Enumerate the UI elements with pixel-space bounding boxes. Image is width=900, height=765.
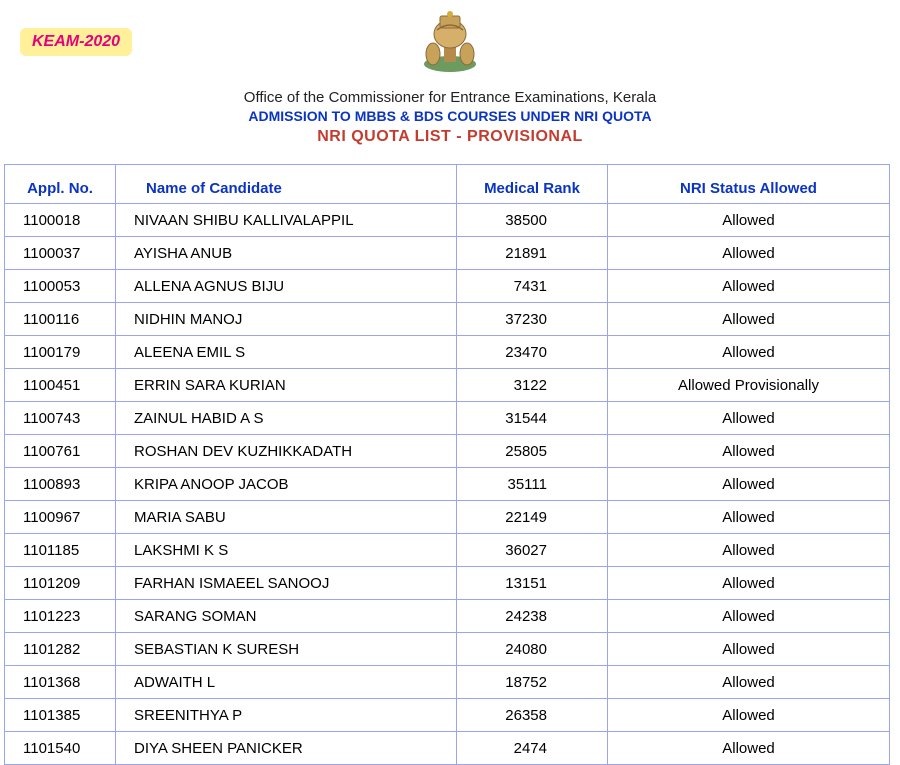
cell-appl: 1101209 xyxy=(5,567,116,600)
cell-appl: 1101282 xyxy=(5,633,116,666)
table-row: 1100761ROSHAN DEV KUZHIKKADATH25805Allow… xyxy=(5,435,890,468)
cell-name: NIVAAN SHIBU KALLIVALAPPIL xyxy=(116,204,457,237)
cell-rank: 7431 xyxy=(457,270,608,303)
table-row: 1100967MARIA SABU22149Allowed xyxy=(5,501,890,534)
cell-appl: 1101368 xyxy=(5,666,116,699)
admission-line: ADMISSION TO MBBS & BDS COURSES UNDER NR… xyxy=(0,108,900,124)
cell-appl: 1100743 xyxy=(5,402,116,435)
kerala-emblem-icon xyxy=(415,10,485,85)
cell-status: Allowed xyxy=(608,699,890,732)
cell-status: Allowed Provisionally xyxy=(608,369,890,402)
cell-name: ZAINUL HABID A S xyxy=(116,402,457,435)
office-line: Office of the Commissioner for Entrance … xyxy=(0,89,900,106)
cell-appl: 1100018 xyxy=(5,204,116,237)
table-row: 1100179ALEENA EMIL S23470Allowed xyxy=(5,336,890,369)
cell-rank: 3122 xyxy=(457,369,608,402)
table-row: 1101540DIYA SHEEN PANICKER2474Allowed xyxy=(5,732,890,765)
keam-badge: KEAM-2020 xyxy=(20,28,132,56)
table-row: 1100743ZAINUL HABID A S31544Allowed xyxy=(5,402,890,435)
cell-name: ALEENA EMIL S xyxy=(116,336,457,369)
table-row: 1101368ADWAITH L18752Allowed xyxy=(5,666,890,699)
cell-status: Allowed xyxy=(608,435,890,468)
cell-name: ERRIN SARA KURIAN xyxy=(116,369,457,402)
cell-rank: 2474 xyxy=(457,732,608,765)
cell-rank: 36027 xyxy=(457,534,608,567)
cell-appl: 1100179 xyxy=(5,336,116,369)
cell-appl: 1100037 xyxy=(5,237,116,270)
cell-name: NIDHIN MANOJ xyxy=(116,303,457,336)
cell-appl: 1101185 xyxy=(5,534,116,567)
table-row: 1100037AYISHA ANUB21891Allowed xyxy=(5,237,890,270)
cell-status: Allowed xyxy=(608,501,890,534)
cell-rank: 22149 xyxy=(457,501,608,534)
cell-rank: 13151 xyxy=(457,567,608,600)
cell-status: Allowed xyxy=(608,732,890,765)
table-row: 1100018NIVAAN SHIBU KALLIVALAPPIL38500Al… xyxy=(5,204,890,237)
cell-rank: 24080 xyxy=(457,633,608,666)
cell-rank: 38500 xyxy=(457,204,608,237)
table-row: 1100053ALLENA AGNUS BIJU7431Allowed xyxy=(5,270,890,303)
cell-rank: 23470 xyxy=(457,336,608,369)
table-row: 1101282SEBASTIAN K SURESH24080Allowed xyxy=(5,633,890,666)
table-row: 1101185LAKSHMI K S36027Allowed xyxy=(5,534,890,567)
cell-status: Allowed xyxy=(608,567,890,600)
col-header-rank: Medical Rank xyxy=(457,165,608,204)
cell-name: ROSHAN DEV KUZHIKKADATH xyxy=(116,435,457,468)
candidates-table: Appl. No. Name of Candidate Medical Rank… xyxy=(4,164,890,765)
cell-appl: 1100893 xyxy=(5,468,116,501)
header-block: Office of the Commissioner for Entrance … xyxy=(0,0,900,146)
cell-appl: 1101223 xyxy=(5,600,116,633)
col-header-status: NRI Status Allowed xyxy=(608,165,890,204)
cell-appl: 1101540 xyxy=(5,732,116,765)
cell-appl: 1100053 xyxy=(5,270,116,303)
cell-status: Allowed xyxy=(608,633,890,666)
cell-status: Allowed xyxy=(608,534,890,567)
cell-status: Allowed xyxy=(608,237,890,270)
cell-status: Allowed xyxy=(608,666,890,699)
cell-name: FARHAN ISMAEEL SANOOJ xyxy=(116,567,457,600)
cell-appl: 1101385 xyxy=(5,699,116,732)
cell-appl: 1100451 xyxy=(5,369,116,402)
table-row: 1101223SARANG SOMAN24238Allowed xyxy=(5,600,890,633)
cell-name: SEBASTIAN K SURESH xyxy=(116,633,457,666)
cell-name: ALLENA AGNUS BIJU xyxy=(116,270,457,303)
cell-rank: 24238 xyxy=(457,600,608,633)
cell-rank: 35111 xyxy=(457,468,608,501)
cell-status: Allowed xyxy=(608,468,890,501)
cell-status: Allowed xyxy=(608,204,890,237)
cell-status: Allowed xyxy=(608,600,890,633)
table-row: 1100116NIDHIN MANOJ37230Allowed xyxy=(5,303,890,336)
cell-name: AYISHA ANUB xyxy=(116,237,457,270)
cell-rank: 18752 xyxy=(457,666,608,699)
cell-rank: 31544 xyxy=(457,402,608,435)
cell-appl: 1100761 xyxy=(5,435,116,468)
cell-name: KRIPA ANOOP JACOB xyxy=(116,468,457,501)
cell-name: ADWAITH L xyxy=(116,666,457,699)
table-row: 1101209FARHAN ISMAEEL SANOOJ13151Allowed xyxy=(5,567,890,600)
document-page: KEAM-2020 Office of the Commissioner for… xyxy=(0,0,900,765)
cell-name: DIYA SHEEN PANICKER xyxy=(116,732,457,765)
cell-appl: 1100967 xyxy=(5,501,116,534)
cell-status: Allowed xyxy=(608,402,890,435)
cell-status: Allowed xyxy=(608,270,890,303)
cell-status: Allowed xyxy=(608,303,890,336)
table-row: 1101385SREENITHYA P26358Allowed xyxy=(5,699,890,732)
table-row: 1100893KRIPA ANOOP JACOB35111Allowed xyxy=(5,468,890,501)
table-row: 1100451ERRIN SARA KURIAN3122Allowed Prov… xyxy=(5,369,890,402)
cell-rank: 25805 xyxy=(457,435,608,468)
cell-name: MARIA SABU xyxy=(116,501,457,534)
cell-rank: 21891 xyxy=(457,237,608,270)
cell-name: LAKSHMI K S xyxy=(116,534,457,567)
cell-name: SREENITHYA P xyxy=(116,699,457,732)
cell-name: SARANG SOMAN xyxy=(116,600,457,633)
cell-rank: 37230 xyxy=(457,303,608,336)
cell-status: Allowed xyxy=(608,336,890,369)
col-header-appl: Appl. No. xyxy=(5,165,116,204)
cell-rank: 26358 xyxy=(457,699,608,732)
table-header-row: Appl. No. Name of Candidate Medical Rank… xyxy=(5,165,890,204)
cell-appl: 1100116 xyxy=(5,303,116,336)
col-header-name: Name of Candidate xyxy=(116,165,457,204)
quota-line: NRI QUOTA LIST - PROVISIONAL xyxy=(0,128,900,146)
